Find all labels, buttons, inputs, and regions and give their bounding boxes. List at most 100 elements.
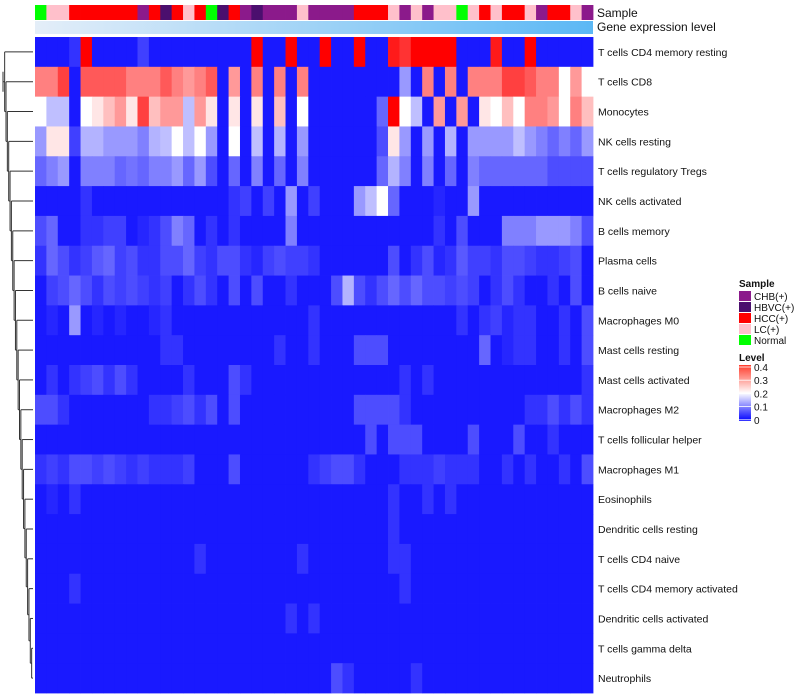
- heatmap-cell: [490, 514, 503, 545]
- heatmap-cell: [91, 603, 104, 634]
- heatmap-cell: [422, 96, 434, 127]
- heatmap-cell: [228, 484, 241, 515]
- heatmap-cell: [228, 335, 241, 366]
- heatmap-cell: [194, 484, 207, 515]
- row-label: T cells regulatory Tregs: [598, 166, 707, 178]
- heatmap-cell: [513, 305, 526, 336]
- heatmap-cell: [35, 96, 47, 127]
- heatmap-cell: [126, 275, 138, 306]
- heatmap-cell: [365, 156, 378, 187]
- heatmap-cell: [308, 37, 321, 68]
- heatmap-cell: [148, 66, 161, 98]
- heatmap-cell: [262, 365, 275, 396]
- heatmap-cell: [365, 633, 378, 664]
- heatmap-cell: [69, 633, 81, 664]
- heatmap-cell: [80, 305, 93, 336]
- heatmap-cell: [126, 514, 138, 545]
- heatmap-cell: [296, 37, 309, 68]
- heatmap-cell: [217, 484, 229, 515]
- heatmap-cell: [183, 633, 195, 664]
- heatmap-cell: [296, 663, 309, 694]
- heatmap-cell: [91, 365, 104, 396]
- heatmap-cell: [410, 66, 423, 98]
- heatmap-cell: [274, 275, 286, 306]
- heatmap-cell: [80, 96, 93, 127]
- heatmap-cell: [467, 215, 480, 247]
- heatmap-cell: [80, 633, 93, 664]
- heatmap-cell: [479, 454, 491, 485]
- heatmap-cell: [251, 663, 264, 694]
- heatmap-cell: [319, 454, 332, 485]
- heatmap-cell: [342, 573, 355, 604]
- heatmap-cell: [217, 454, 229, 485]
- heatmap-cell: [570, 543, 583, 575]
- heatmap-cell: [274, 335, 286, 366]
- heatmap-cell: [205, 424, 218, 455]
- heatmap-cell: [239, 484, 252, 515]
- heatmap-cell: [194, 126, 207, 157]
- heatmap-cell: [91, 245, 104, 276]
- heatmap-cell: [467, 394, 480, 426]
- heatmap-cell: [444, 663, 457, 694]
- heatmap-cell: [285, 394, 298, 426]
- heatmap-cell: [308, 215, 321, 247]
- row-label: Neutrophils: [598, 673, 651, 685]
- heatmap-cells: [35, 37, 594, 694]
- heatmap-cell: [183, 245, 195, 276]
- heatmap-cell: [35, 66, 47, 98]
- heatmap-cell: [296, 66, 309, 98]
- heatmap-cell: [285, 215, 298, 247]
- heatmap-cell: [228, 424, 241, 455]
- heatmap-cell: [581, 126, 594, 157]
- heatmap-cell: [194, 275, 207, 306]
- heatmap-cell: [524, 215, 537, 247]
- heatmap-cell: [251, 573, 264, 604]
- heatmap-cell: [228, 305, 241, 336]
- heatmap-cell: [456, 275, 469, 306]
- heatmap-cell: [69, 365, 81, 396]
- heatmap-cell: [558, 663, 571, 694]
- heatmap-cell: [410, 514, 423, 545]
- heatmap-cell: [46, 454, 59, 485]
- heatmap-cell: [353, 305, 366, 336]
- heatmap-cell: [319, 365, 332, 396]
- level-tick-label: 0.2: [754, 389, 768, 400]
- heatmap-cell: [285, 573, 298, 604]
- heatmap-cell: [456, 454, 469, 485]
- heatmap-cell: [547, 663, 560, 694]
- heatmap-cell: [501, 335, 514, 366]
- heatmap-cell: [171, 186, 184, 217]
- row-label: B cells memory: [598, 226, 671, 238]
- heatmap-cell: [285, 126, 298, 157]
- heatmap-cell: [217, 245, 229, 276]
- heatmap-cell: [217, 603, 229, 634]
- heatmap-cell: [217, 394, 229, 426]
- heatmap-cell: [479, 275, 491, 306]
- sample-annotation-cell: [57, 5, 70, 20]
- heatmap-cell: [160, 275, 173, 306]
- heatmap-cell: [160, 394, 173, 426]
- heatmap-cell: [35, 573, 47, 604]
- heatmap-cell: [126, 394, 138, 426]
- heatmap-cell: [296, 305, 309, 336]
- heatmap-cell: [342, 543, 355, 575]
- heatmap-cell: [171, 484, 184, 515]
- heatmap-cell: [69, 215, 81, 247]
- heatmap-cell: [80, 454, 93, 485]
- heatmap-cell: [547, 454, 560, 485]
- heatmap-cell: [444, 573, 457, 604]
- heatmap-cell: [205, 663, 218, 694]
- heatmap-cell: [479, 126, 491, 157]
- row-label: Plasma cells: [598, 256, 657, 268]
- heatmap-cell: [160, 126, 173, 157]
- heatmap-cell: [80, 543, 93, 575]
- heatmap-cell: [217, 573, 229, 604]
- heatmap-cell: [399, 245, 412, 276]
- sample-annotation-cell: [479, 5, 491, 20]
- heatmap-cell: [69, 66, 81, 98]
- heatmap-cell: [217, 66, 229, 98]
- heatmap-cell: [570, 394, 583, 426]
- gene-expression-level-bar: [35, 21, 593, 34]
- heatmap-cell: [570, 663, 583, 694]
- heatmap-cell: [501, 66, 514, 98]
